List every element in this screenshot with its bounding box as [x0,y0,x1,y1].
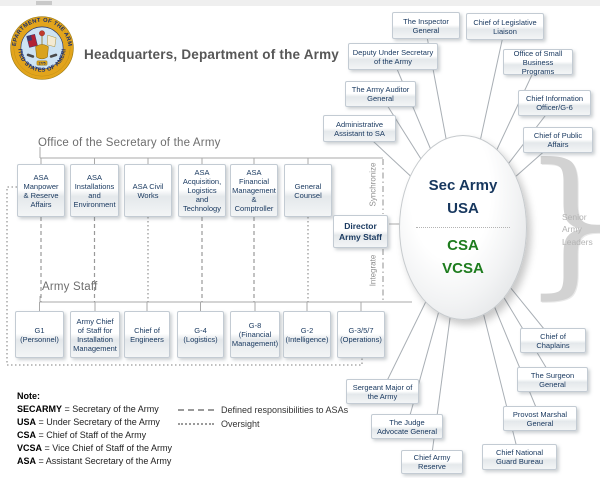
army-staff-box-g2-intelligence: G-2 (Intelligence) [283,311,331,358]
army-staff-box-g8-financial-management: G-8 (Financial Management) [230,311,280,358]
box-the-inspector-general: The Inspector General [392,12,460,39]
note-block: Note: SECARMY = Secretary of the Army US… [17,390,172,468]
sec-army-usa-text: Sec Army USA [429,175,498,220]
osa-box-asa-manpower-reserve-affairs: ASA Manpower & Reserve Affairs [17,164,65,217]
osa-box-asa-installations-environment: ASA Installations and Environment [70,164,119,217]
box-chief-army-reserve: Chief Army Reserve [401,450,463,474]
osa-box-asa-financial-management-comptroller: ASA Financial Management & Comptroller [230,164,278,217]
senior-leaders-label: Senior Army Leaders [562,212,593,247]
note-heading: Note: [17,391,40,401]
army-seal: DEPARTMENT OF THE ARMY UNITED STATES OF … [10,12,74,80]
senior-leaders-ellipse: Sec Army USA CSA VCSA [399,135,527,320]
note-entry: CSA = Chief of Staff of the Army [17,430,147,440]
dotted-oversight-lines [6,186,363,366]
sec-army-label: Sec Army [428,177,498,194]
box-provost-marshal-general: Provost Marshal General [503,406,577,431]
bracket-lines [39,147,412,312]
dotted-line-sample [178,422,214,425]
note-entry: SECARMY = Secretary of the Army [17,404,159,414]
note-entry: USA = Under Secretary of the Army [17,417,160,427]
box-chief-of-public-affairs: Chief of Public Affairs [523,127,593,153]
dashed-responsibility-lines [40,217,255,302]
vcsa-label: VCSA [442,259,484,277]
box-the-army-auditor-general: The Army Auditor General [345,81,416,107]
box-chief-of-legislative-liaison: Chief of Legislative Liaison [466,13,544,40]
note-entry: ASA = Assistant Secretary of the Army [17,456,172,466]
seal-emblem: 1775 [26,30,58,66]
legend-dashed-row: Defined responsibilities to ASAs [178,403,348,416]
box-administrative-assistant-to-sa: Administrative Assistant to SA [323,115,396,142]
integrate-label: Integrate [368,254,378,287]
legend-dotted-label: Oversight [221,418,260,429]
window-edge-mark [36,1,52,5]
dashed-line-sample [178,408,214,411]
box-sergeant-major-of-the-army: Sergeant Major of the Army [346,379,419,404]
box-chief-national-guard-bureau: Chief National Guard Bureau [482,444,557,470]
box-chief-of-chaplains: Chief of Chaplains [520,328,586,353]
army-staff-box-g4-logistics: G-4 (Logistics) [177,311,224,358]
army-staff-box-chief-of-engineers: Chief of Engineers [124,311,170,358]
window-edge [0,0,600,6]
osa-section-label: Office of the Secretary of the Army [38,137,221,149]
synchronize-label: Synchronize [368,162,378,207]
legend-dashed-label: Defined responsibilities to ASAs [221,404,349,415]
box-the-surgeon-general: The Surgeon General [517,367,588,392]
note-entry: VCSA = Vice Chief of Staff of the Army [17,443,173,453]
usa-label: USA [447,199,479,217]
army-staff-section-label: Army Staff [42,281,98,293]
army-staff-box-g1-personnel: G1 (Personnel) [15,311,64,358]
army-staff-box-acs-installation-management: Army Chief of Staff for Installation Man… [70,311,120,358]
osa-box-asa-acquisition-logistics-technology: ASA Acquisition, Logistics and Technolog… [178,164,226,217]
director-army-staff-box: Director Army Staff [333,215,388,248]
osa-box-general-counsel: General Counsel [284,164,332,217]
ellipse-divider [416,227,510,228]
box-office-of-small-business-programs: Office of Small Business Programs [503,49,573,76]
senior-leaders-brace: } [521,143,600,301]
csa-vcsa-text: CSA VCSA [442,235,484,280]
csa-label: CSA [447,237,479,254]
seal-year: 1775 [38,61,45,65]
box-deputy-under-secretary: Deputy Under Secretary of the Army [348,43,438,70]
army-staff-box-g357-operations: G-3/5/7 (Operations) [337,311,385,358]
page-title: Headquarters, Department of the Army [84,47,340,62]
legend-dotted-row: Oversight [178,417,348,430]
legend: Defined responsibilities to ASAs Oversig… [178,403,348,431]
box-the-judge-advocate-general: The Judge Advocate General [371,414,443,439]
osa-box-asa-civil-works: ASA Civil Works [124,164,172,217]
box-chief-information-officer-g6: Chief Information Officer/G-6 [518,90,591,116]
